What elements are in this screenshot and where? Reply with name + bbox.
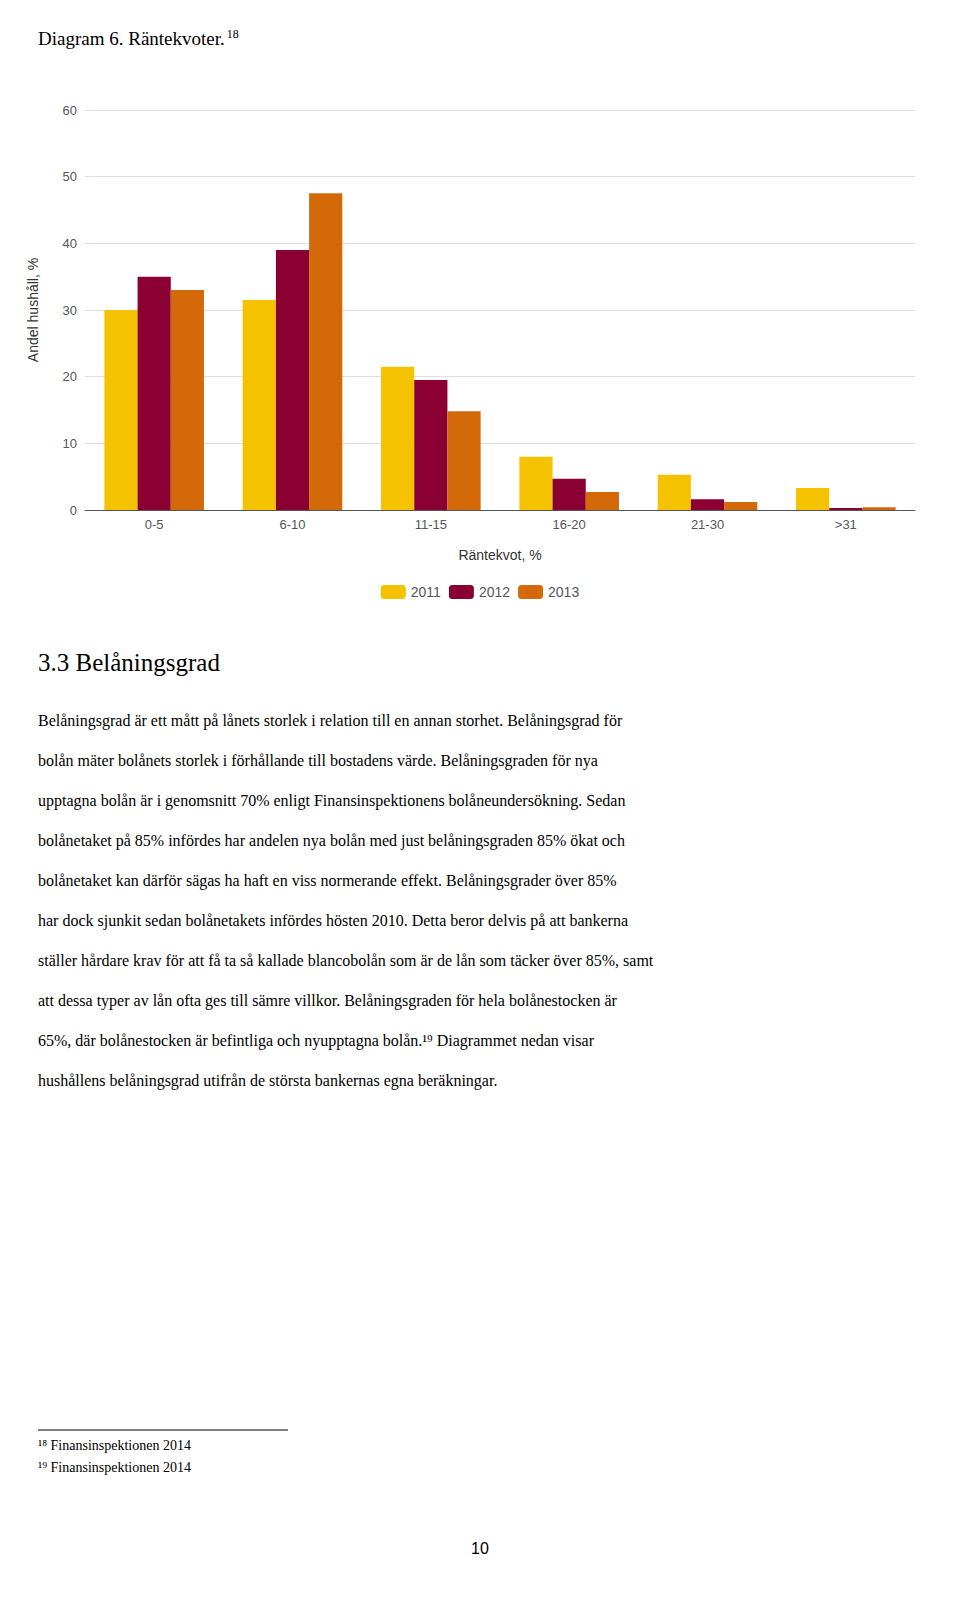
svg-text:50: 50: [63, 169, 77, 184]
svg-text:2011: 2011: [411, 584, 441, 600]
svg-text:0: 0: [70, 503, 77, 518]
svg-text:upptagna bolån är i genomsnitt: upptagna bolån är i genomsnitt 70% enlig…: [38, 792, 625, 810]
svg-text:Andel hushåll, %: Andel hushåll, %: [25, 258, 41, 362]
svg-text:60: 60: [63, 103, 77, 118]
svg-text:20: 20: [63, 369, 77, 384]
svg-text:att dessa typer av lån ofta ge: att dessa typer av lån ofta ges till säm…: [38, 992, 618, 1010]
svg-text:10: 10: [471, 1540, 489, 1557]
svg-text:¹⁹ Finansinspektionen 2014: ¹⁹ Finansinspektionen 2014: [38, 1460, 191, 1475]
svg-text:Räntekvot, %: Räntekvot, %: [458, 547, 541, 563]
svg-text:>31: >31: [835, 517, 857, 532]
svg-text:ställer hårdare krav för att f: ställer hårdare krav för att få ta så ka…: [38, 952, 654, 969]
svg-text:21-30: 21-30: [691, 517, 724, 532]
svg-text:11-15: 11-15: [415, 517, 447, 532]
svg-text:10: 10: [63, 436, 77, 451]
svg-text:65%, där bolånestocken är befi: 65%, där bolånestocken är befintliga och…: [38, 1032, 595, 1050]
svg-text:¹⁸ Finansinspektionen 2014: ¹⁸ Finansinspektionen 2014: [38, 1438, 191, 1453]
svg-text:18: 18: [227, 27, 239, 41]
svg-text:hushållens belåningsgrad utifr: hushållens belåningsgrad utifrån de stör…: [38, 1072, 497, 1090]
svg-text:2012: 2012: [479, 584, 510, 600]
svg-text:3.3 Belåningsgrad: 3.3 Belåningsgrad: [38, 649, 220, 676]
svg-text:2013: 2013: [548, 584, 579, 600]
svg-text:Diagram 6. Räntekvoter.: Diagram 6. Räntekvoter.: [38, 28, 225, 49]
svg-text:har dock sjunkit sedan bolånet: har dock sjunkit sedan bolånetakets infö…: [38, 912, 628, 930]
svg-text:30: 30: [63, 303, 77, 318]
svg-text:6-10: 6-10: [279, 517, 305, 532]
svg-text:0-5: 0-5: [145, 517, 164, 532]
svg-text:bolånetaket på 85% infördes ha: bolånetaket på 85% infördes har andelen …: [38, 832, 625, 850]
svg-text:bolån mäter bolånets storlek i: bolån mäter bolånets storlek i förhållan…: [38, 752, 598, 770]
svg-text:16-20: 16-20: [553, 517, 586, 532]
svg-text:Belåningsgrad är ett mått på l: Belåningsgrad är ett mått på lånets stor…: [38, 712, 623, 730]
svg-text:bolånetaket kan därför sägas h: bolånetaket kan därför sägas ha haft en …: [38, 872, 617, 890]
svg-text:40: 40: [63, 236, 77, 251]
